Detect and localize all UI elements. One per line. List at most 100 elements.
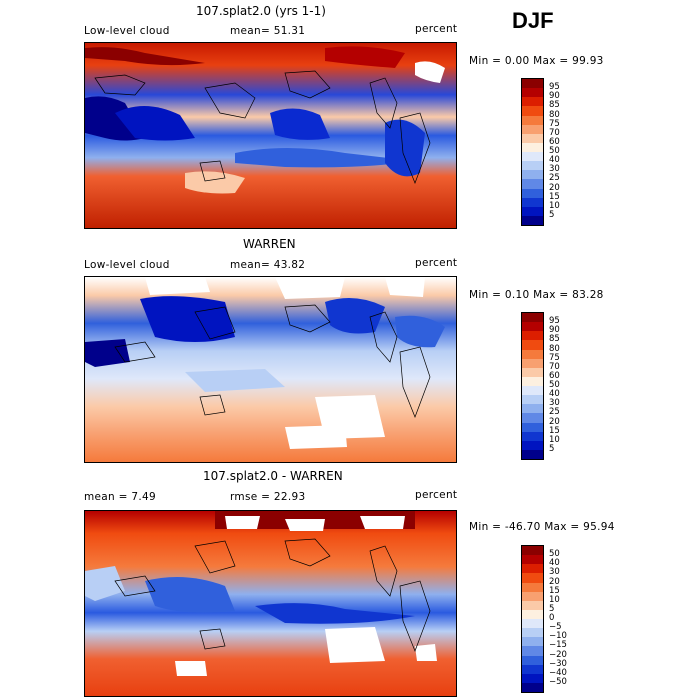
panel1-map — [84, 42, 457, 229]
panel1-map-graphic — [85, 43, 456, 228]
colorbar-swatch — [522, 152, 543, 162]
colorbar-swatch — [522, 664, 543, 674]
panel3-map-graphic — [85, 511, 456, 696]
colorbar-swatch — [522, 431, 543, 441]
colorbar-swatch — [522, 161, 543, 171]
panel1-field-label: Low-level cloud — [84, 25, 170, 37]
panel3-mean-label: mean = 7.49 — [84, 491, 156, 503]
colorbar-swatch — [522, 79, 543, 89]
colorbar-tick-label: 15 — [549, 191, 560, 202]
panel3-rmse-label: rmse = 22.93 — [230, 491, 306, 503]
colorbar-swatch — [522, 682, 543, 692]
colorbar-tick-label: 15 — [549, 425, 560, 436]
panel3-colorbar — [521, 545, 544, 693]
panel3-units-label: percent — [415, 489, 458, 501]
panel1-minmax: Min = 0.00 Max = 99.93 — [469, 55, 604, 67]
colorbar-tick-label: 85 — [549, 100, 560, 111]
colorbar-swatch — [522, 142, 543, 152]
panel1-units-label: percent — [415, 23, 458, 35]
colorbar-tick-label: 50 — [549, 549, 560, 560]
colorbar-tick-label: 40 — [549, 155, 560, 166]
colorbar-tick-label: 10 — [549, 434, 560, 445]
colorbar-swatch — [522, 573, 543, 583]
colorbar-swatch — [522, 646, 543, 656]
colorbar-swatch — [522, 170, 543, 180]
panel3-title: 107.splat2.0 - WARREN — [203, 469, 343, 483]
colorbar-tick-label: 95 — [549, 316, 560, 327]
panel1-colorbar — [521, 78, 544, 226]
colorbar-swatch — [522, 188, 543, 198]
colorbar-tick-label: −10 — [549, 631, 567, 642]
colorbar-swatch — [522, 179, 543, 189]
colorbar-swatch — [522, 440, 543, 450]
colorbar-tick-label: 40 — [549, 558, 560, 569]
colorbar-tick-label: −50 — [549, 676, 567, 687]
colorbar-swatch — [522, 591, 543, 601]
colorbar-swatch — [522, 655, 543, 665]
colorbar-tick-label: −20 — [549, 649, 567, 660]
colorbar-swatch — [522, 673, 543, 683]
panel3-minmax: Min = -46.70 Max = 95.94 — [469, 521, 615, 533]
colorbar-tick-label: −40 — [549, 667, 567, 678]
panel2-units-label: percent — [415, 257, 458, 269]
colorbar-tick-label: 95 — [549, 82, 560, 93]
colorbar-swatch — [522, 546, 543, 556]
colorbar-tick-label: 30 — [549, 567, 560, 578]
colorbar-tick-label: 25 — [549, 407, 560, 418]
colorbar-tick-label: 10 — [549, 594, 560, 605]
colorbar-tick-label: 10 — [549, 200, 560, 211]
colorbar-tick-label: 80 — [549, 343, 560, 354]
colorbar-swatch — [522, 386, 543, 396]
colorbar-tick-label: 50 — [549, 146, 560, 156]
panel3-colorbar-swatches — [522, 546, 543, 692]
colorbar-swatch — [522, 422, 543, 432]
colorbar-tick-label: −30 — [549, 658, 567, 669]
colorbar-tick-label: 5 — [549, 603, 555, 614]
colorbar-tick-label: 20 — [549, 182, 560, 193]
colorbar-swatch — [522, 628, 543, 638]
colorbar-tick-label: 15 — [549, 585, 560, 596]
colorbar-tick-label: 60 — [549, 136, 560, 147]
colorbar-tick-label: 20 — [549, 416, 560, 427]
colorbar-swatch — [522, 88, 543, 98]
colorbar-tick-label: 0 — [549, 613, 555, 623]
panel2-map-graphic — [85, 277, 456, 462]
panel2-title: WARREN — [243, 237, 296, 251]
colorbar-swatch — [522, 106, 543, 116]
panel2-field-label: Low-level cloud — [84, 259, 170, 271]
colorbar-tick-label: 5 — [549, 209, 555, 220]
colorbar-tick-label: −5 — [549, 622, 562, 633]
colorbar-tick-label: 80 — [549, 109, 560, 120]
colorbar-swatch — [522, 609, 543, 619]
colorbar-swatch — [522, 215, 543, 225]
colorbar-swatch — [522, 449, 543, 459]
colorbar-tick-label: 50 — [549, 380, 560, 390]
colorbar-swatch — [522, 582, 543, 592]
colorbar-swatch — [522, 367, 543, 377]
panel1-colorbar-swatches — [522, 79, 543, 225]
colorbar-swatch — [522, 340, 543, 350]
colorbar-tick-label: 75 — [549, 118, 560, 129]
colorbar-tick-label: 60 — [549, 370, 560, 381]
colorbar-swatch — [522, 322, 543, 332]
panel2-mean-label: mean= 43.82 — [230, 259, 306, 271]
colorbar-swatch — [522, 133, 543, 143]
colorbar-tick-label: 75 — [549, 352, 560, 363]
colorbar-swatch — [522, 637, 543, 647]
panel2-colorbar — [521, 312, 544, 460]
colorbar-tick-label: 40 — [549, 389, 560, 400]
colorbar-tick-label: 30 — [549, 398, 560, 409]
panel3-map — [84, 510, 457, 697]
colorbar-swatch — [522, 619, 543, 629]
panel1-mean-label: mean= 51.31 — [230, 25, 306, 37]
panel2-map — [84, 276, 457, 463]
colorbar-tick-label: 70 — [549, 361, 560, 372]
panel2-colorbar-swatches — [522, 313, 543, 459]
colorbar-swatch — [522, 395, 543, 405]
colorbar-swatch — [522, 404, 543, 414]
colorbar-tick-label: 90 — [549, 91, 560, 102]
colorbar-tick-label: −15 — [549, 640, 567, 651]
colorbar-tick-label: 30 — [549, 164, 560, 175]
colorbar-swatch — [522, 313, 543, 323]
colorbar-swatch — [522, 376, 543, 386]
